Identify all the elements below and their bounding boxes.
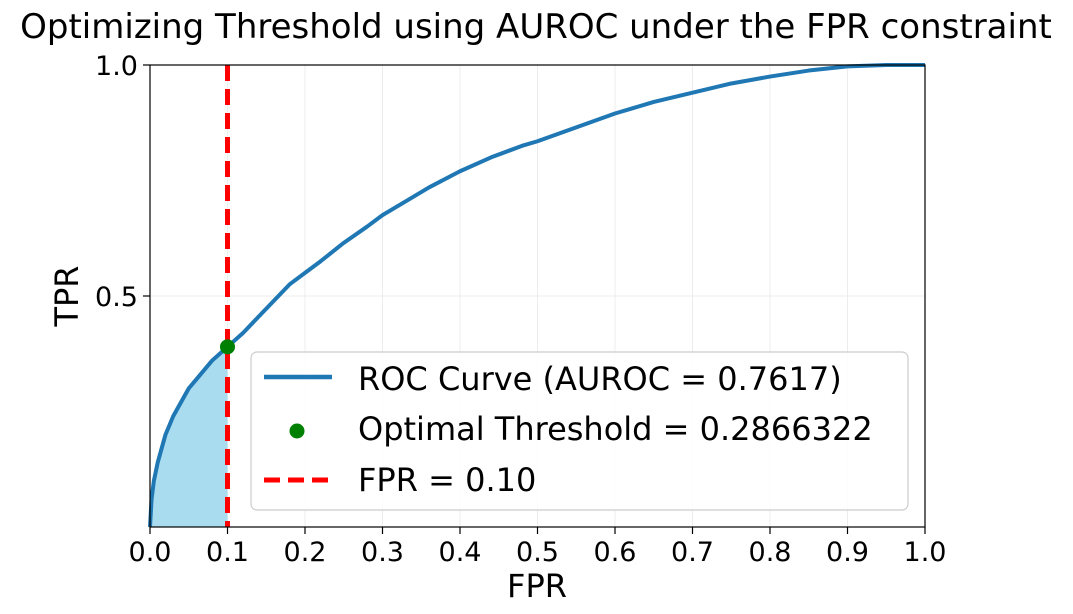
y-axis-ticks: 0.5 1.0: [95, 51, 150, 313]
chart-title: Optimizing Threshold using AUROC under t…: [20, 7, 1052, 47]
legend-box: [250, 351, 909, 511]
x-tick-label: 0.1: [206, 537, 249, 568]
x-tick-label: 0.4: [439, 537, 482, 568]
x-tick-label: 0.2: [284, 537, 327, 568]
x-axis-label: FPR: [507, 567, 567, 605]
shaded-auc-region: [150, 346, 228, 527]
x-tick-label: 0.7: [671, 537, 714, 568]
x-tick-label: 0.8: [749, 537, 792, 568]
y-tick-label: 0.5: [95, 282, 138, 313]
legend-roc-label: ROC Curve (AUROC = 0.7617): [358, 360, 842, 398]
legend-fpr-label: FPR = 0.10: [358, 461, 536, 499]
x-tick-label: 0.5: [516, 537, 559, 568]
legend: ROC Curve (AUROC = 0.7617) Optimal Thres…: [250, 351, 909, 511]
roc-curve-line: [148, 63, 925, 528]
legend-optimal-swatch: [289, 423, 305, 439]
optimal-threshold-point: [220, 339, 235, 355]
x-axis-ticks: 0.0 0.1 0.2 0.3 0.4 0.5 0.6 0.7 0.8 0.9 1.0: [129, 527, 947, 568]
legend-optimal-label: Optimal Threshold = 0.2866322: [358, 410, 873, 448]
x-tick-label: 0.9: [826, 537, 869, 568]
y-tick-label: 1.0: [95, 51, 138, 82]
x-tick-label: 1.0: [904, 537, 947, 568]
x-tick-label: 0.3: [361, 537, 404, 568]
y-axis-label: TPR: [48, 265, 86, 327]
x-tick-label: 0.0: [129, 537, 172, 568]
x-tick-label: 0.6: [594, 537, 637, 568]
